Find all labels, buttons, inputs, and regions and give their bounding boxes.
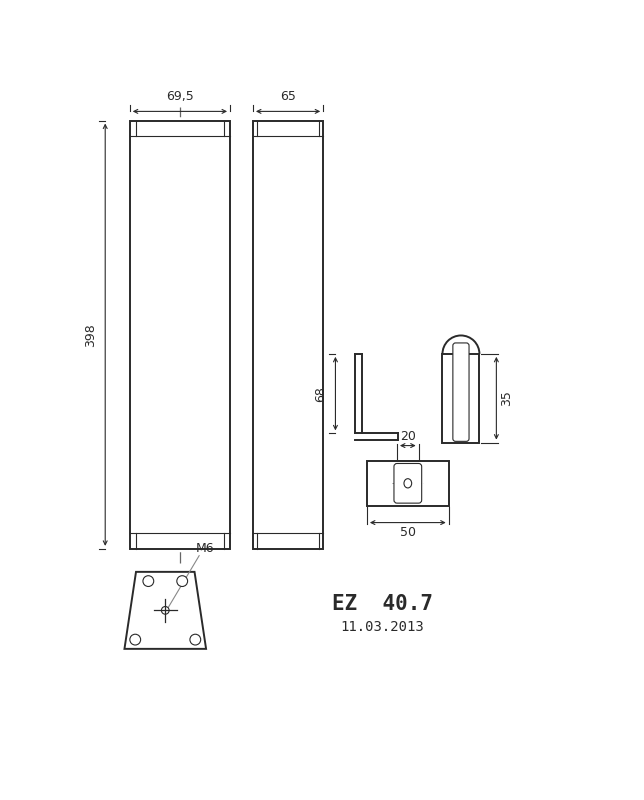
- Text: 20: 20: [400, 430, 416, 442]
- Circle shape: [130, 634, 140, 645]
- FancyBboxPatch shape: [453, 343, 469, 442]
- Circle shape: [143, 576, 154, 586]
- Text: 398: 398: [84, 323, 97, 346]
- Bar: [130, 121, 230, 549]
- Circle shape: [162, 606, 169, 614]
- Text: 50: 50: [400, 526, 416, 538]
- Text: 65: 65: [280, 90, 296, 103]
- Circle shape: [190, 634, 201, 645]
- Text: 69,5: 69,5: [166, 90, 194, 103]
- Ellipse shape: [404, 478, 412, 488]
- Text: 68: 68: [314, 386, 327, 402]
- Bar: [367, 461, 449, 506]
- Polygon shape: [124, 572, 206, 649]
- Bar: [442, 354, 479, 442]
- Text: 11.03.2013: 11.03.2013: [341, 620, 424, 634]
- FancyBboxPatch shape: [394, 463, 422, 503]
- Text: 35: 35: [500, 390, 513, 406]
- Circle shape: [177, 576, 187, 586]
- Text: EZ  40.7: EZ 40.7: [332, 594, 433, 614]
- Bar: [253, 121, 323, 549]
- Text: M6: M6: [196, 542, 214, 555]
